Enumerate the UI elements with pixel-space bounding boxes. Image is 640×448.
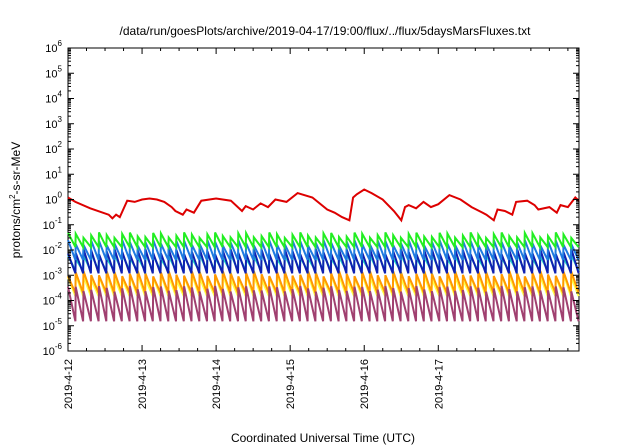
y-tick-label: 103 [45,115,62,131]
y-tick-label: 106 [45,39,62,55]
series-layer [67,188,580,322]
y-tick-label: 10-6 [43,342,63,358]
y-tick-label-exp: 0 [58,191,63,200]
y-tick-label: 10-5 [43,317,63,333]
y-tick-label-base: 10 [43,321,55,333]
y-axis-label-rest: -s-sr-MeV [9,142,23,195]
y-tick-label-base: 10 [45,169,57,181]
series-line-7 [67,285,580,322]
x-tick-label: 2019-4-13 [137,359,149,409]
y-tick-label: 101 [45,165,62,181]
x-tick-label: 2019-4-14 [211,359,223,409]
series-line-0 [67,188,580,223]
y-tick-label-exp: 5 [58,64,63,73]
y-tick-label-exp: 1 [58,165,63,174]
y-tick-label-base: 10 [43,296,55,308]
y-tick-label-exp: 6 [58,39,63,48]
y-tick-label: 102 [45,140,62,156]
y-tick-label-exp: -1 [55,216,63,225]
y-tick-label: 104 [45,90,62,106]
x-axis-label: Coordinated Universal Time (UTC) [231,431,415,445]
y-axis-label: protons/cm2-s-sr-MeV [8,142,23,258]
y-axis-label-base: protons/cm [9,199,23,258]
chart-title: /data/run/goesPlots/archive/2019-04-17/1… [120,24,532,38]
y-tick-label-base: 10 [43,245,55,257]
y-tick-label: 105 [45,64,62,80]
y-tick-label: 10-3 [43,266,63,282]
y-tick-label-base: 10 [45,94,57,106]
y-tick-label: 10-2 [43,241,63,257]
y-tick-label-exp: -2 [55,241,63,250]
series-line-1 [67,229,580,251]
y-tick-label-base: 10 [43,346,55,358]
plot-area: 10-610-510-410-310-210-11001011021031041… [43,39,580,409]
y-tick-label-base: 10 [43,270,55,282]
y-tick-label-exp: -5 [55,317,63,326]
y-tick-label: 10-4 [43,292,63,308]
y-tick-label-exp: -6 [55,342,63,351]
y-tick-label-base: 10 [45,144,57,156]
x-tick-label: 2019-4-15 [285,359,297,409]
y-tick-label: 100 [45,191,62,207]
y-tick-label-base: 10 [43,220,55,232]
x-axis-ticks: 2019-4-12 2019-4-13 2019-4-14 2019-4-15 2019… [63,48,569,409]
y-axis-label-sup: 2 [8,194,17,199]
x-tick-label: 2019-4-16 [359,359,371,409]
y-tick-label: 10-1 [43,216,63,232]
y-axis-ticks: 10-610-510-410-310-210-11001011021031041… [43,39,579,358]
y-tick-label-base: 10 [45,119,57,131]
y-tick-label-exp: 2 [58,140,63,149]
x-tick-label: 2019-4-17 [433,359,445,409]
y-tick-label-exp: -3 [55,266,63,275]
y-tick-label-exp: 3 [58,115,63,124]
x-tick-label: 2019-4-12 [63,359,75,409]
y-tick-label-exp: 4 [58,90,63,99]
y-tick-label-base: 10 [45,68,57,80]
y-tick-label-base: 10 [45,43,57,55]
y-tick-label-exp: -4 [55,292,63,301]
y-tick-label-base: 10 [45,195,57,207]
